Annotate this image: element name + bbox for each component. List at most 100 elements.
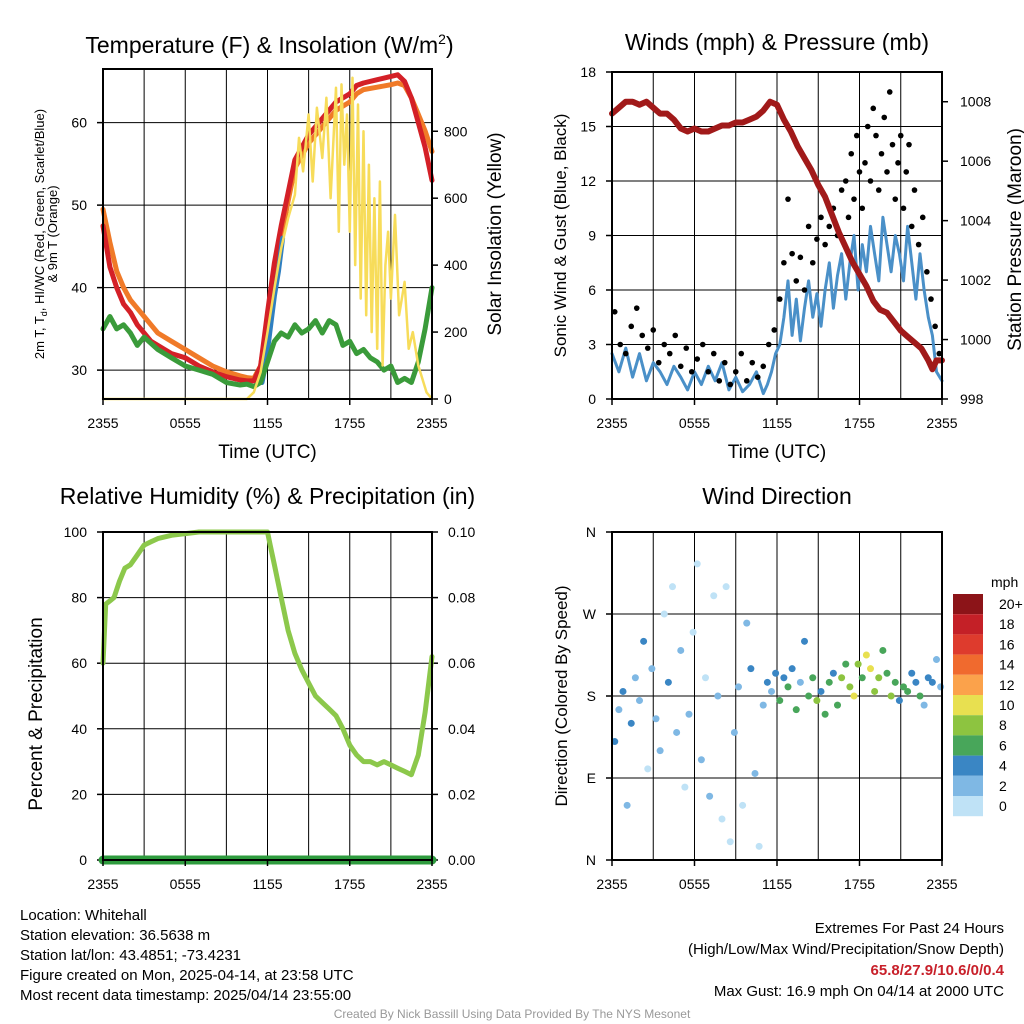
legend-swatch [953,695,983,716]
legend-label: 4 [999,758,1007,774]
x-tick-label: 1755 [334,876,365,892]
legend-swatch [953,614,983,635]
gust-point [738,350,745,357]
recent-timestamp: Most recent data timestamp: 2025/04/14 2… [20,987,352,1004]
direction-point [685,710,693,718]
direction-point [871,687,879,695]
direction-point [854,660,862,668]
direction-point [920,701,928,709]
y2-tick-label: 200 [444,324,468,340]
series-pressure [609,98,945,373]
x-tick-label: 1155 [252,876,282,892]
x-tick-label: 2355 [87,876,118,892]
direction-point [722,583,730,591]
x-tick-label: 0555 [679,876,710,892]
legend-label: 6 [999,737,1007,753]
direction-point [928,678,936,686]
direction-point [664,678,672,686]
y-tick-label: 15 [580,119,596,135]
gust-point [793,278,800,284]
direction-point [908,669,916,677]
y-tick-label: 80 [71,590,87,606]
gust-point [911,187,918,193]
direction-point [669,583,676,591]
direction-point [891,678,899,686]
gust-point [928,296,934,302]
direction-point [697,756,705,764]
direction-point [924,674,932,682]
legend-swatch [953,715,983,736]
y-axis-label-line1: 2m T, Td, HI/WC (Red, Green, Scarlet/Blu… [32,109,49,359]
direction-point [801,637,808,645]
gust-point [617,341,624,348]
y-axis-label: 2m T, Td, HI/WC (Red, Green, Scarlet/Blu… [32,109,60,359]
gust-point [886,89,893,95]
direction-point [718,815,726,823]
station-elevation: Station elevation: 36.5638 m [20,927,211,944]
gust-point [721,359,728,366]
direction-point [862,651,870,659]
legend-label: 0 [999,798,1007,814]
legend-label: 16 [999,636,1015,652]
direction-point [726,838,734,846]
direction-point [660,610,668,618]
y-tick-label: 40 [71,721,87,737]
gust-point [809,259,816,266]
extremes-values: 65.8/27.9/10.6/0/0.4 [870,962,1004,979]
y-tick-label: 0 [588,391,596,407]
x-tick-label: 1155 [762,415,792,431]
station-location: Location: Whitehall [20,907,147,924]
gust-point [754,374,761,381]
x-tick-label: 2355 [926,415,957,431]
y-tick-label: 18 [580,64,596,80]
direction-point [677,646,685,654]
direction-point [640,637,648,645]
direction-point [883,669,891,677]
legend-swatch [953,654,983,675]
y-tick-label: 50 [71,197,87,213]
extremes-panel: Extremes For Past 24 Hours (High/Low/Max… [688,918,1004,1002]
y-tick-label: 0 [79,852,87,868]
gust-point [822,241,828,248]
gust-point [611,309,618,315]
legend-swatch [953,775,983,796]
direction-point [846,683,854,691]
gust-point [732,368,739,375]
direction-point [739,801,747,809]
gust-point [884,169,890,175]
series-t2m [100,72,435,384]
direction-point [693,560,701,568]
gust-point [797,254,804,261]
direction-point [834,701,841,709]
x-axis-label: Time (UTC) [728,442,827,463]
direction-point [763,678,771,686]
x-tick-label: 1755 [334,415,365,431]
x-tick-label: 0555 [170,876,201,892]
x-tick-label: 0555 [170,415,201,431]
gust-point [903,169,910,175]
y-tick-label: 40 [71,280,87,296]
legend-label: 12 [999,677,1015,693]
chart-title: Relative Humidity (%) & Precipitation (i… [60,483,475,509]
direction-point [623,801,631,809]
gust-point [853,132,860,139]
legend-label: 18 [999,616,1015,632]
gust-point [870,105,877,112]
direction-point [759,701,767,709]
gust-point [785,196,791,202]
gust-point [842,178,849,184]
gust-point [672,332,679,339]
gust-point [661,341,668,348]
direction-point [788,665,796,673]
direction-point [636,697,643,705]
gust-point [875,187,882,193]
direction-point [648,665,656,673]
gust-point [897,132,904,139]
direction-point [751,769,759,777]
direction-point [842,660,850,668]
y2-tick-label: 0.10 [448,524,475,540]
y2-tick-label: 0 [444,391,452,407]
legend-swatch [953,634,983,655]
y2-tick-label: 0.04 [448,721,475,737]
direction-point [772,669,780,677]
